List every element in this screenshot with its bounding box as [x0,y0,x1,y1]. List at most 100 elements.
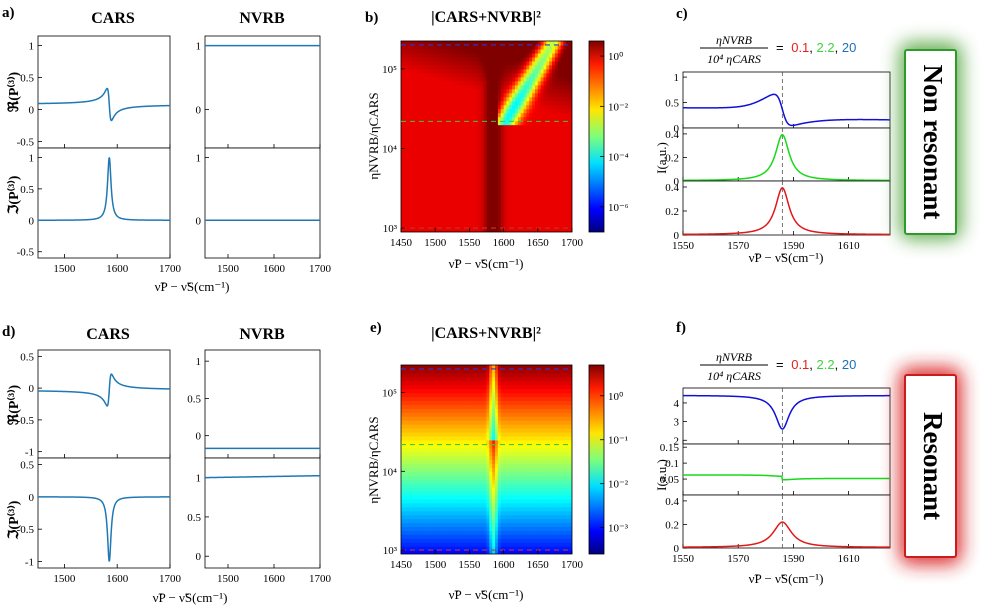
heatmap-cell [540,72,545,78]
heatmap-cell [443,96,448,102]
heatmap-cell [472,435,476,441]
heatmap-cell [423,538,428,543]
heatmap-cell [489,144,493,150]
heatmap-cell [443,116,448,122]
heatmap-cell [415,455,419,461]
heatmap-cell [512,136,516,142]
heatmap-cell [489,56,493,62]
heatmap-cell [420,41,425,46]
heatmap-cell [566,120,570,126]
heatmap-cell [449,108,453,114]
heatmap-cell [449,41,453,46]
heatmap-cell [452,216,456,221]
heatmap-cell [554,144,559,150]
heatmap-cell [509,68,513,74]
heatmap-cell [543,84,547,90]
heatmap-cell [401,152,405,157]
heatmap-cell [566,56,570,62]
heatmap-cell [483,164,488,169]
heatmap-cell [523,140,527,146]
heatmap-cell [452,451,456,457]
x-tick-label: 1700 [309,573,332,585]
heatmap-cell [563,164,567,169]
heatmap-cell [472,443,476,449]
heatmap-cell [449,475,453,480]
heatmap-cell [426,144,431,150]
heatmap-cell [475,463,479,468]
title-intensity-e: |CARS+NVRB|² [431,325,541,342]
heatmap-cell [423,188,428,193]
heatmap-cell [418,216,422,221]
heatmap-cell [415,120,419,126]
heatmap-cell [458,52,462,58]
heatmap-cell [554,136,559,142]
heatmap-cell [429,451,433,457]
trace-green [683,133,891,182]
heatmap-cell [537,160,542,165]
heatmap-cell [503,518,508,524]
heatmap-cell [466,76,470,82]
heatmap-cell [409,124,413,130]
heatmap-cell [520,148,525,154]
heatmap-cell [432,514,436,520]
heatmap-cell [472,108,476,114]
heatmap-cell [469,365,473,370]
heatmap-cell [435,176,439,181]
heatmap-cell [420,148,425,154]
heatmap-cell [475,200,479,205]
heatmap-cell [409,184,413,189]
heatmap-cell [529,184,533,189]
legend-equals: = [776,40,784,55]
heatmap-cell [469,475,473,480]
heatmap-cell [537,224,542,229]
heatmap-cell [515,104,519,110]
heatmap-cell [452,184,456,189]
heatmap-cell [543,104,547,110]
heatmap-cell [520,204,525,209]
heatmap-cell [475,365,479,370]
heatmap-cell [500,408,505,413]
heatmap-cell [515,188,519,193]
heatmap-cell [475,522,479,528]
heatmap-cell [449,522,453,528]
title-intensity-b: |CARS+NVRB|² [431,9,541,26]
y-tick-label: 0.5 [20,184,34,196]
heatmap-cell [463,487,468,492]
heatmap-cell [509,200,513,205]
heatmap-cell [560,200,565,205]
heatmap-cell [458,506,462,512]
heatmap-cell [483,60,488,66]
heatmap-cell [483,483,488,488]
heatmap-cell [515,148,519,154]
heatmap-cell [420,542,425,547]
heatmap-cell [435,467,439,472]
heatmap-cell [420,384,425,390]
heatmap-cell [401,475,405,480]
heatmap-cell [554,164,559,169]
heatmap-cell [549,68,553,74]
heatmap-cell [480,518,485,524]
heatmap-cell [529,216,533,221]
heatmap-cell [557,156,562,161]
heatmap-cell [420,416,425,421]
heatmap-cell [486,494,490,500]
heatmap-cell [466,220,470,225]
heatmap-cell [466,44,470,50]
heatmap-cell [423,443,428,449]
heatmap-cell [492,204,496,209]
heatmap-cell [554,156,559,161]
heatmap-cell [477,506,482,512]
heatmap-cell [517,200,522,205]
heatmap-cell [483,108,488,114]
heatmap-cell [418,514,422,520]
heatmap-cell [477,384,482,390]
heatmap-cell [463,502,468,508]
heatmap-cell [557,176,562,181]
heatmap-cell [438,412,442,417]
heatmap-cell [446,380,451,386]
heatmap-cell [438,388,442,394]
heatmap-cell [483,68,488,74]
heatmap-cell [546,176,550,181]
heatmap-cell [446,372,451,378]
heatmap-cell [452,463,456,468]
